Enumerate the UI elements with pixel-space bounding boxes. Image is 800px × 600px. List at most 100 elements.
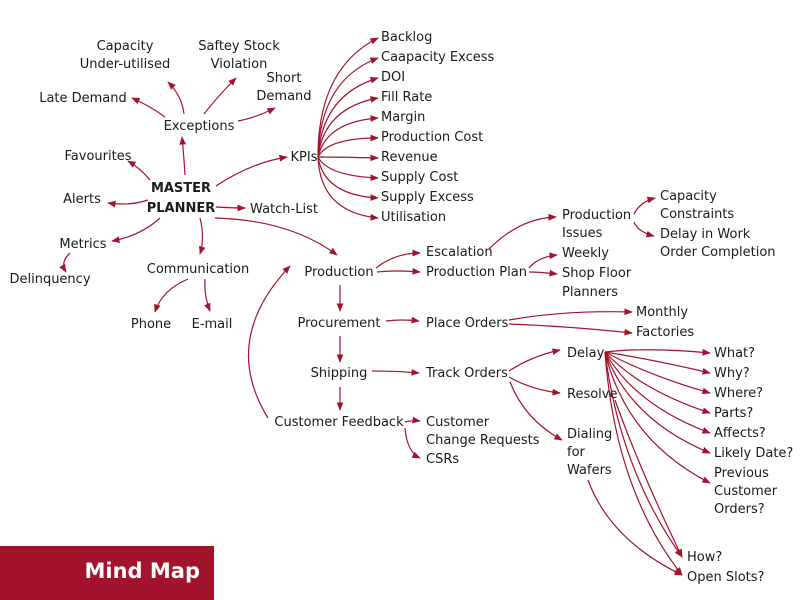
- node-email: E-mail: [192, 317, 233, 332]
- edge-metrics-delinquency: [59, 252, 71, 273]
- question-what: What?: [714, 346, 755, 361]
- kpi-fan-edges: [317, 37, 379, 221]
- kpi-item-supply-excess: Supply Excess: [381, 190, 474, 205]
- node-saftey-stock-violation: Saftey Stock Violation: [198, 39, 280, 72]
- svg-text:MASTER: MASTER: [151, 181, 211, 196]
- edge-communication-email: [204, 278, 211, 312]
- connector-lines: [59, 37, 711, 576]
- edge-feedback-csrs: [404, 427, 421, 459]
- edge-production-escalation: [375, 249, 421, 269]
- svg-text:Violation: Violation: [211, 57, 268, 72]
- svg-text:Production: Production: [562, 208, 631, 223]
- edge-exceptions-shortdemand: [237, 107, 276, 122]
- node-late-demand: Late Demand: [39, 91, 127, 106]
- node-track-orders: Track Orders: [425, 366, 508, 381]
- edge-master-exceptions: [179, 136, 187, 176]
- edge-master-communication: [199, 217, 206, 255]
- svg-text:Under-utilised: Under-utilised: [80, 57, 170, 72]
- node-production-plan: Production Plan: [426, 265, 527, 280]
- node-communication: Communication: [147, 262, 249, 277]
- kpi-item-margin: Margin: [381, 110, 425, 125]
- node-shop-floor-planners: Shop Floor Planners: [562, 266, 632, 300]
- svg-text:Constraints: Constraints: [660, 207, 734, 222]
- svg-text:PLANNER: PLANNER: [147, 201, 216, 216]
- kpi-item-capacity-excess: Caapacity Excess: [381, 50, 495, 65]
- kpi-item-fill-rate: Fill Rate: [381, 90, 432, 105]
- node-resolve: Resolve: [567, 387, 617, 402]
- edge-master-watchlist: [215, 204, 246, 212]
- edge-issues-delay: [633, 221, 655, 238]
- edge-master-metrics: [111, 217, 161, 243]
- edge-dialing-openslots: [587, 479, 683, 576]
- kpi-item-revenue: Revenue: [381, 150, 438, 165]
- svg-text:Delay in Work: Delay in Work: [660, 227, 751, 242]
- svg-text:Orders?: Orders?: [714, 502, 765, 517]
- node-how: How?: [687, 550, 722, 565]
- edge-shipping-trackorders: [371, 368, 420, 376]
- delay-question-list: What? Why? Where? Parts? Affects? Likely…: [714, 346, 793, 461]
- node-dialing-for-wafers: Dialing for Wafers: [567, 427, 612, 478]
- svg-text:for: for: [567, 445, 586, 460]
- node-shipping: Shipping: [311, 366, 368, 381]
- node-open-slots: Open Slots?: [687, 570, 764, 585]
- kpi-item-supply-cost: Supply Cost: [381, 170, 458, 185]
- kpi-item-utilisation: Utilisation: [381, 210, 446, 225]
- mind-map-badge: Mind Map: [0, 546, 214, 600]
- edge-exceptions-latedemand: [131, 97, 166, 118]
- svg-text:Wafers: Wafers: [567, 463, 612, 478]
- node-kpis: KPIs: [291, 150, 318, 165]
- node-phone: Phone: [131, 317, 171, 332]
- edge-issues-capacity: [633, 196, 656, 215]
- question-why: Why?: [714, 366, 750, 381]
- question-where: Where?: [714, 386, 763, 401]
- node-production: Production: [304, 265, 373, 280]
- kpi-item-doi: DOI: [381, 70, 405, 85]
- edge-production-plan: [376, 267, 421, 275]
- svg-text:Change Requests: Change Requests: [426, 433, 540, 448]
- svg-text:Customer: Customer: [426, 415, 490, 430]
- node-exceptions: Exceptions: [164, 119, 235, 134]
- question-parts: Parts?: [714, 406, 753, 421]
- node-csrs: CSRs: [426, 452, 459, 467]
- node-monthly: Monthly: [636, 305, 688, 320]
- svg-text:Dialing: Dialing: [567, 427, 612, 442]
- node-master-planner: MASTER PLANNER: [147, 181, 216, 216]
- edge-master-alerts: [107, 199, 149, 208]
- node-place-orders: Place Orders: [426, 316, 509, 331]
- edge-trackorders-dialing: [509, 381, 563, 441]
- svg-text:Saftey Stock: Saftey Stock: [198, 39, 280, 54]
- edge-exceptions-safteystock: [203, 77, 237, 115]
- svg-text:Order Completion: Order Completion: [660, 245, 776, 260]
- edge-communication-phone: [154, 278, 189, 313]
- edge-exceptions-capacity: [167, 81, 185, 115]
- edge-placeorders-factories: [508, 323, 633, 336]
- node-factories: Factories: [636, 325, 694, 340]
- edge-feedback-loop: [247, 265, 291, 419]
- edge-master-favourites: [127, 160, 151, 181]
- kpi-item-production-cost: Production Cost: [381, 130, 483, 145]
- svg-text:Shop Floor: Shop Floor: [562, 266, 632, 281]
- node-previous-customer-orders: Previous Customer Orders?: [714, 466, 778, 517]
- question-likely-date: Likely Date?: [714, 446, 793, 461]
- node-capacity-underutilised: Capacity Under-utilised: [80, 39, 170, 72]
- edge-trackorders-delay: [508, 348, 561, 372]
- node-delinquency: Delinquency: [9, 272, 90, 287]
- svg-text:Capacity: Capacity: [97, 39, 154, 54]
- edge-procurement-placeorders: [385, 316, 420, 324]
- kpi-item-list: Backlog Caapacity Excess DOI Fill Rate M…: [381, 30, 495, 225]
- node-delay-work-order: Delay in Work Order Completion: [660, 227, 776, 260]
- node-weekly: Weekly: [562, 246, 609, 261]
- edge-plan-weekly: [528, 252, 558, 269]
- delay-fan-edges: [604, 348, 711, 576]
- node-watch-list: Watch-List: [250, 202, 318, 217]
- node-favourites: Favourites: [65, 149, 132, 164]
- edge-feedback-customer: [404, 416, 421, 424]
- svg-text:Short: Short: [267, 71, 302, 86]
- svg-text:Demand: Demand: [256, 89, 311, 104]
- node-alerts: Alerts: [63, 192, 101, 207]
- edge-resolve-how: [614, 399, 683, 558]
- node-metrics: Metrics: [59, 237, 106, 252]
- node-production-issues: Production Issues: [562, 208, 631, 241]
- edge-plan-shopfloor: [528, 269, 558, 277]
